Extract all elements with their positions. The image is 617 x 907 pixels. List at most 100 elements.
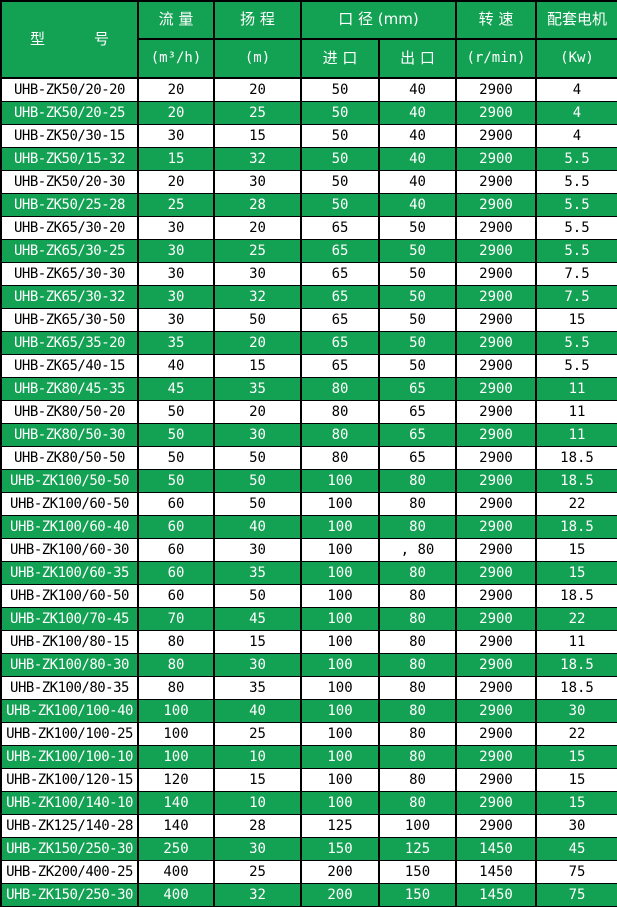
head-cell: 20 — [213, 215, 302, 240]
inlet-cell: 100 — [300, 767, 380, 792]
outlet-cell: 40 — [378, 146, 457, 171]
table-body: UHB-ZK50/20-20 20 20 50 40 2900 4 UHB-ZK50/20-2… — [0, 77, 617, 907]
column-header-head: 扬 程 — [213, 0, 302, 40]
inlet-cell: 100 — [300, 744, 380, 769]
motor-unit: (Kw) — [535, 37, 617, 80]
motor-cell: 4 — [535, 123, 617, 148]
column-header-outlet: 出 口 — [378, 37, 457, 80]
table-row: UHB-ZK100/60-50 60 50 100 80 2900 18.5 — [0, 583, 617, 608]
outlet-cell: 80 — [378, 560, 457, 585]
table-row: UHB-ZK50/30-15 30 15 50 40 2900 4 — [0, 123, 617, 148]
speed-cell: 2900 — [455, 698, 537, 723]
header-row-2: (m³/h) (m) 进 口 出 口 (r/min) (Kw) — [1, 37, 617, 80]
flow-cell: 50 — [137, 468, 215, 493]
outlet-cell: 40 — [378, 169, 457, 194]
motor-cell: 15 — [535, 307, 617, 332]
speed-cell: 2900 — [455, 169, 537, 194]
flow-cell: 250 — [137, 836, 215, 861]
outlet-cell: 80 — [378, 790, 457, 815]
table-row: UHB-ZK100/60-50 60 50 100 80 2900 22 — [0, 491, 617, 516]
speed-cell: 2900 — [455, 606, 537, 631]
head-cell: 35 — [213, 376, 302, 401]
column-header-model: 型 号 — [0, 0, 139, 79]
inlet-cell: 100 — [300, 606, 380, 631]
inlet-cell: 100 — [300, 514, 380, 539]
speed-cell: 1450 — [455, 859, 537, 884]
inlet-cell: 50 — [300, 169, 380, 194]
head-cell: 40 — [213, 698, 302, 723]
motor-cell: 18.5 — [535, 468, 617, 493]
inlet-cell: 100 — [300, 629, 380, 654]
table-row: UHB-ZK50/20-20 20 20 50 40 2900 4 — [0, 77, 617, 102]
model-cell: UHB-ZK100/60-40 — [0, 514, 139, 539]
model-cell: UHB-ZK65/30-25 — [0, 238, 139, 263]
inlet-cell: 65 — [300, 261, 380, 286]
model-cell: UHB-ZK50/20-20 — [0, 77, 139, 102]
model-cell: UHB-ZK100/60-50 — [0, 583, 139, 608]
speed-cell: 2900 — [455, 261, 537, 286]
table-row: UHB-ZK80/45-35 45 35 80 65 2900 11 — [0, 376, 617, 401]
speed-cell: 2900 — [455, 215, 537, 240]
table-row: UHB-ZK200/400-25 400 25 200 150 1450 75 — [0, 859, 617, 884]
motor-cell: 5.5 — [535, 238, 617, 263]
model-cell: UHB-ZK50/20-30 — [0, 169, 139, 194]
motor-cell: 18.5 — [535, 514, 617, 539]
table-row: UHB-ZK100/120-15 120 15 100 80 2900 15 — [0, 767, 617, 792]
model-cell: UHB-ZK50/20-25 — [0, 100, 139, 125]
speed-cell: 2900 — [455, 376, 537, 401]
model-cell: UHB-ZK65/40-15 — [0, 353, 139, 378]
flow-cell: 400 — [137, 859, 215, 884]
model-cell: UHB-ZK150/250-30 — [0, 882, 139, 907]
inlet-cell: 125 — [300, 813, 380, 838]
outlet-cell: 65 — [378, 422, 457, 447]
table-row: UHB-ZK150/250-30 250 30 150 125 1450 45 — [0, 836, 617, 861]
outlet-cell: 80 — [378, 675, 457, 700]
head-cell: 35 — [213, 675, 302, 700]
inlet-cell: 100 — [300, 790, 380, 815]
speed-cell: 2900 — [455, 767, 537, 792]
head-unit: (m) — [213, 37, 302, 80]
flow-cell: 140 — [137, 813, 215, 838]
head-cell: 40 — [213, 514, 302, 539]
model-cell: UHB-ZK80/50-50 — [0, 445, 139, 470]
motor-cell: 22 — [535, 606, 617, 631]
outlet-cell: 150 — [378, 859, 457, 884]
motor-cell: 18.5 — [535, 445, 617, 470]
flow-cell: 30 — [137, 307, 215, 332]
outlet-cell: 80 — [378, 744, 457, 769]
inlet-cell: 65 — [300, 215, 380, 240]
table-row: UHB-ZK80/50-50 50 50 80 65 2900 18.5 — [0, 445, 617, 470]
model-cell: UHB-ZK100/60-50 — [0, 491, 139, 516]
table-row: UHB-ZK50/20-30 20 30 50 40 2900 5.5 — [0, 169, 617, 194]
outlet-cell: 50 — [378, 261, 457, 286]
motor-cell: 5.5 — [535, 353, 617, 378]
flow-cell: 35 — [137, 330, 215, 355]
head-cell: 15 — [213, 123, 302, 148]
head-cell: 25 — [213, 100, 302, 125]
model-cell: UHB-ZK80/45-35 — [0, 376, 139, 401]
model-cell: UHB-ZK80/50-30 — [0, 422, 139, 447]
outlet-cell: 80 — [378, 767, 457, 792]
speed-cell: 2900 — [455, 813, 537, 838]
table-row: UHB-ZK100/70-45 70 45 100 80 2900 22 — [0, 606, 617, 631]
flow-cell: 60 — [137, 514, 215, 539]
flow-cell: 30 — [137, 284, 215, 309]
inlet-cell: 50 — [300, 77, 380, 102]
inlet-cell: 100 — [300, 698, 380, 723]
model-cell: UHB-ZK200/400-25 — [0, 859, 139, 884]
inlet-cell: 65 — [300, 353, 380, 378]
head-cell: 10 — [213, 744, 302, 769]
inlet-cell: 50 — [300, 100, 380, 125]
inlet-cell: 200 — [300, 882, 380, 907]
motor-cell: 11 — [535, 422, 617, 447]
head-cell: 30 — [213, 422, 302, 447]
model-cell: UHB-ZK65/30-20 — [0, 215, 139, 240]
table-row: UHB-ZK100/60-30 60 30 100, 80 2900 15 — [0, 537, 617, 562]
motor-cell: 22 — [535, 491, 617, 516]
inlet-cell: 100 — [300, 652, 380, 677]
model-cell: UHB-ZK65/30-32 — [0, 284, 139, 309]
table-row: UHB-ZK65/30-30 30 30 65 50 2900 7.5 — [0, 261, 617, 286]
outlet-cell: 40 — [378, 77, 457, 102]
